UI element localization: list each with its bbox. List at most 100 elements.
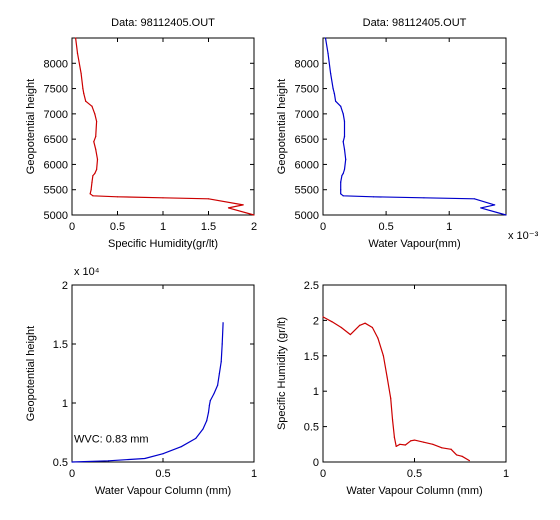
data-point bbox=[95, 168, 98, 171]
data-point bbox=[144, 457, 146, 460]
data-point bbox=[95, 136, 97, 138]
y-tick-label: 6000 bbox=[44, 159, 68, 171]
data-point bbox=[242, 204, 244, 206]
data-point bbox=[371, 326, 374, 329]
data-point bbox=[413, 439, 416, 441]
data-point bbox=[209, 400, 211, 402]
data-point bbox=[343, 148, 346, 150]
series-line-1-0 bbox=[324, 37, 507, 216]
data-point bbox=[345, 158, 347, 160]
series-line-0-0 bbox=[75, 37, 255, 216]
data-point bbox=[253, 214, 255, 216]
data-point bbox=[92, 195, 94, 197]
x-tick-label: 1 bbox=[446, 221, 452, 233]
axes-box-1 bbox=[322, 37, 507, 216]
data-point bbox=[377, 337, 379, 339]
data-point bbox=[116, 196, 119, 198]
data-point bbox=[494, 204, 496, 206]
x-tick-label: 1 bbox=[251, 468, 257, 480]
data-point bbox=[213, 392, 215, 395]
data-point bbox=[94, 172, 96, 175]
y-axis-label: Geopotential height bbox=[276, 79, 288, 174]
data-point bbox=[322, 316, 324, 318]
data-point bbox=[386, 376, 388, 378]
data-point bbox=[207, 411, 210, 414]
y-tick-label: 2 bbox=[313, 315, 319, 327]
data-point bbox=[324, 37, 327, 39]
data-point bbox=[404, 444, 406, 446]
data-point bbox=[333, 93, 335, 95]
y-tick-label: 1 bbox=[62, 398, 68, 410]
x-tick-label: 0 bbox=[320, 221, 326, 233]
y-tick-label: 2 bbox=[62, 280, 68, 292]
annotation-wvc: WVC: 0.83 mm bbox=[74, 433, 149, 445]
x-axis-label: Water Vapour Column (mm) bbox=[95, 485, 231, 497]
y-tick-label: 8000 bbox=[44, 58, 68, 70]
y-tick-label: 1.5 bbox=[304, 351, 319, 363]
data-point bbox=[227, 207, 230, 209]
y-axis-label: Specific Humidity (gr/lt) bbox=[276, 317, 288, 430]
data-point bbox=[395, 445, 397, 448]
y-tick-label: 2.5 bbox=[304, 280, 319, 292]
data-point bbox=[71, 461, 73, 463]
data-point bbox=[390, 397, 392, 399]
data-point bbox=[329, 72, 332, 74]
data-point bbox=[343, 136, 346, 138]
data-point bbox=[89, 193, 91, 195]
axes-box-0 bbox=[71, 37, 255, 216]
data-point bbox=[92, 174, 94, 177]
chart-title: Data: 98112405.OUT bbox=[363, 17, 467, 29]
data-point bbox=[93, 141, 95, 143]
y-tick-label: 5000 bbox=[44, 210, 68, 222]
data-point bbox=[441, 447, 443, 449]
y-exponent-label: x 10⁴ bbox=[74, 266, 100, 278]
data-point bbox=[107, 460, 109, 462]
data-point bbox=[94, 113, 96, 115]
data-point bbox=[95, 148, 97, 150]
data-point bbox=[96, 158, 99, 160]
x-tick-label: 0 bbox=[69, 221, 75, 233]
y-tick-label: 6500 bbox=[295, 134, 319, 146]
x-axis-label: Specific Humidity(gr/lt) bbox=[108, 238, 218, 250]
series-line-3-0 bbox=[322, 316, 470, 462]
x-tick-label: 1.5 bbox=[201, 221, 216, 233]
x-exponent-label: x 10⁻³ bbox=[508, 230, 539, 242]
data-point bbox=[342, 113, 344, 115]
y-tick-label: 5500 bbox=[44, 185, 68, 197]
data-point bbox=[83, 93, 85, 95]
data-point bbox=[349, 333, 352, 336]
data-point bbox=[372, 196, 375, 198]
data-point bbox=[218, 372, 221, 375]
x-tick-label: 1 bbox=[160, 221, 166, 233]
axes-box-3 bbox=[322, 284, 507, 463]
x-axis-label: Water Vapour Column (mm) bbox=[346, 485, 482, 497]
x-tick-label: 0.5 bbox=[110, 221, 125, 233]
data-point bbox=[75, 37, 77, 39]
data-point bbox=[162, 453, 164, 455]
data-point bbox=[359, 324, 361, 326]
y-tick-label: 6000 bbox=[295, 159, 319, 171]
x-tick-label: 0 bbox=[320, 468, 326, 480]
x-tick-label: 0.5 bbox=[155, 468, 170, 480]
data-point bbox=[76, 52, 79, 54]
y-tick-label: 0.5 bbox=[53, 457, 68, 469]
y-axis-label: Geopotential height bbox=[25, 79, 37, 174]
data-point bbox=[423, 197, 425, 199]
y-tick-label: 6500 bbox=[44, 134, 68, 146]
data-point bbox=[222, 322, 224, 324]
data-point bbox=[91, 181, 93, 183]
data-point bbox=[85, 100, 87, 102]
data-point bbox=[327, 52, 329, 54]
data-point bbox=[342, 195, 344, 197]
y-tick-label: 1.5 bbox=[53, 339, 68, 351]
data-point bbox=[95, 120, 98, 123]
x-tick-label: 0 bbox=[69, 468, 75, 480]
data-point bbox=[340, 326, 342, 329]
data-point bbox=[91, 105, 93, 107]
y-tick-label: 0.5 bbox=[304, 422, 319, 434]
chart-title: Data: 98112405.OUT bbox=[111, 17, 215, 29]
data-point bbox=[202, 428, 204, 430]
y-tick-label: 7000 bbox=[295, 109, 319, 121]
